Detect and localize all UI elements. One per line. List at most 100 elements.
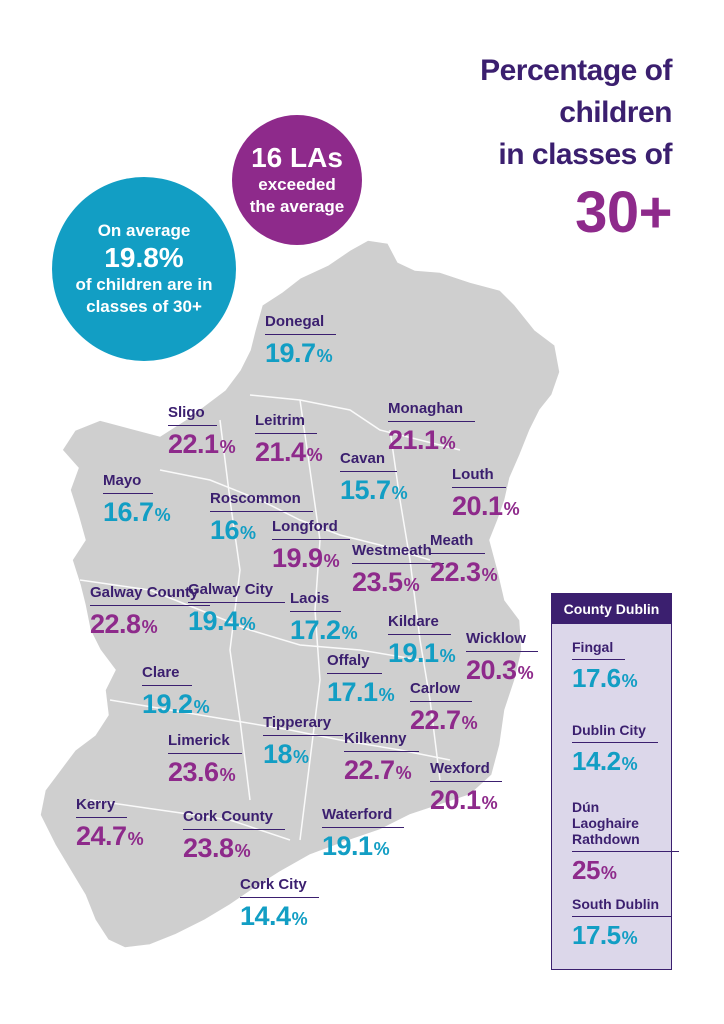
las-line-2: the average — [249, 197, 345, 216]
percent-sign: % — [461, 713, 478, 733]
county-kilkenny: Kilkenny 22.7% — [344, 730, 419, 789]
county-value-number: 19.1 — [322, 831, 373, 861]
title-line-1: Percentage of — [480, 54, 672, 87]
average-value: 19.8% — [104, 242, 184, 273]
percent-sign: % — [621, 754, 638, 774]
county-value: 23.8% — [183, 832, 285, 867]
county-name: Wexford — [430, 760, 502, 782]
county-value: 21.4% — [255, 436, 323, 471]
county-monaghan: Monaghan 21.1% — [388, 400, 475, 459]
percent-sign: % — [621, 928, 638, 948]
county-value-number: 19.7 — [265, 338, 316, 368]
county-value: 22.3% — [430, 556, 498, 591]
county-limerick: Limerick 23.6% — [168, 732, 242, 791]
county-borders — [79, 394, 461, 841]
county-value-number: 21.4 — [255, 437, 306, 467]
page-title: Percentage of children in classes of 30+ — [480, 50, 672, 244]
county-value: 19.1% — [322, 830, 404, 865]
county-value: 14.2% — [572, 745, 658, 780]
county-value-number: 17.2 — [290, 615, 341, 645]
percent-sign: % — [193, 697, 210, 717]
percent-sign: % — [391, 483, 408, 503]
average-line-2: of children are in — [75, 275, 213, 294]
county-kerry: Kerry 24.7% — [76, 796, 144, 855]
county-value-number: 20.3 — [466, 655, 517, 685]
county-value: 14.4% — [240, 900, 319, 935]
county-name: Westmeath — [352, 542, 444, 564]
county-dublin-heading: County Dublin — [552, 594, 671, 624]
county-value-number: 22.8 — [90, 609, 141, 639]
percent-sign: % — [234, 841, 251, 861]
percent-sign: % — [481, 565, 498, 585]
county-value: 22.7% — [410, 704, 478, 739]
county-galway-city: Galway City 19.4% — [188, 581, 286, 640]
percent-sign: % — [439, 433, 456, 453]
percent-sign: % — [291, 909, 308, 929]
county-laois: Laois 17.2% — [290, 590, 358, 649]
county-name: Kilkenny — [344, 730, 419, 752]
county-name: Leitrim — [255, 412, 318, 434]
county-value-number: 18 — [263, 739, 293, 769]
county-value-number: 25 — [572, 855, 600, 885]
county-name: Clare — [142, 664, 192, 686]
county-value-number: 15.7 — [340, 475, 391, 505]
county-name: Donegal — [265, 313, 337, 335]
county-wexford: Wexford 20.1% — [430, 760, 502, 819]
title-line-3: in classes of — [498, 138, 672, 171]
county-name: Meath — [430, 532, 486, 554]
las-line-1: exceeded — [258, 175, 336, 194]
county-value: 15.7% — [340, 474, 408, 509]
county-value-number: 19.9 — [272, 543, 323, 573]
county-leitrim: Leitrim 21.4% — [255, 412, 323, 471]
county-value: 17.1% — [327, 676, 395, 711]
county-value-number: 20.1 — [430, 785, 481, 815]
county-value: 16% — [210, 514, 313, 549]
county-value: 24.7% — [76, 820, 144, 855]
county-value: 20.3% — [466, 654, 538, 689]
county-dublin-city: Dublin City 14.2% — [572, 722, 658, 780]
county-name: Limerick — [168, 732, 242, 754]
county-name: Galway County — [90, 584, 211, 606]
county-value-number: 22.3 — [430, 557, 481, 587]
county-value-number: 21.1 — [388, 425, 439, 455]
county-name: Carlow — [410, 680, 473, 702]
county-value: 21.1% — [388, 424, 475, 459]
percent-sign: % — [600, 863, 617, 883]
county-value-number: 19.2 — [142, 689, 193, 719]
percent-sign: % — [439, 646, 456, 666]
county-d-n-laoghaire-rathdown: Dún Laoghaire Rathdown 25% — [572, 799, 679, 889]
county-fingal: Fingal 17.6% — [572, 639, 638, 697]
county-value-number: 19.4 — [188, 606, 239, 636]
percent-sign: % — [219, 765, 236, 785]
county-name: Offaly — [327, 652, 382, 674]
county-name: Fingal — [572, 639, 626, 660]
county-value: 22.7% — [344, 754, 419, 789]
county-value: 19.9% — [272, 542, 350, 577]
county-value-number: 14.2 — [572, 746, 621, 776]
county-value: 17.5% — [572, 919, 671, 954]
percent-sign: % — [239, 614, 256, 634]
county-value: 23.5% — [352, 566, 444, 601]
percent-sign: % — [403, 575, 420, 595]
county-value: 19.2% — [142, 688, 210, 723]
county-value-number: 24.7 — [76, 821, 127, 851]
county-name: Waterford — [322, 806, 405, 828]
county-offaly: Offaly 17.1% — [327, 652, 395, 711]
percent-sign: % — [481, 793, 498, 813]
county-value: 19.4% — [188, 605, 285, 640]
county-value: 16.7% — [103, 496, 171, 531]
county-value: 19.7% — [265, 337, 336, 372]
percent-sign: % — [378, 685, 395, 705]
county-value: 20.1% — [452, 490, 520, 525]
county-value: 22.8% — [90, 608, 210, 643]
percent-sign: % — [240, 523, 256, 543]
county-cork-city: Cork City 14.4% — [240, 876, 319, 935]
county-longford: Longford 19.9% — [272, 518, 350, 577]
county-value-number: 23.5 — [352, 567, 403, 597]
county-value: 22.1% — [168, 428, 236, 463]
percent-sign: % — [219, 437, 236, 457]
county-name: South Dublin — [572, 896, 672, 917]
title-big: 30+ — [575, 180, 672, 245]
county-value-number: 20.1 — [452, 491, 503, 521]
